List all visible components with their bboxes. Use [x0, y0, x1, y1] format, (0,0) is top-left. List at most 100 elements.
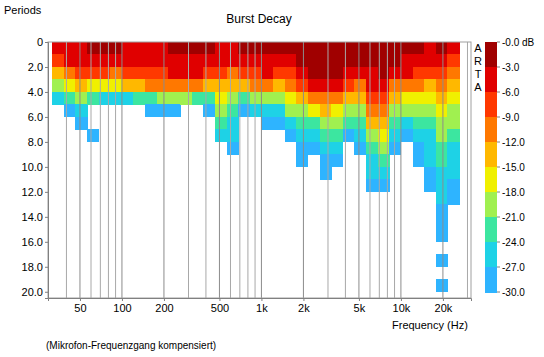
x-tick-label: 10k	[393, 302, 411, 314]
cell	[285, 92, 297, 105]
y-tick: 2.0	[28, 61, 48, 73]
grid-line-minor	[108, 42, 109, 298]
x-axis: 501002005001k2k5k10k20k	[49, 298, 472, 314]
colorbar-tick	[497, 117, 500, 118]
cell	[250, 67, 262, 80]
cell	[285, 117, 297, 130]
cell	[436, 142, 448, 155]
cell	[413, 42, 425, 55]
cell	[215, 42, 227, 55]
cell	[273, 79, 285, 92]
y-tick-mark	[45, 92, 48, 93]
cell	[354, 54, 366, 67]
y-tick-label: 12.0	[22, 186, 43, 198]
grid-line	[442, 42, 443, 298]
cell	[110, 54, 122, 67]
y-tick: 4.0	[28, 86, 48, 98]
colorbar-tick-label: -6.0	[502, 87, 520, 98]
x-tick-mark	[122, 298, 123, 301]
x-tick-label: 200	[155, 302, 173, 314]
cell	[308, 129, 320, 142]
cell	[87, 54, 99, 67]
grid	[66, 42, 467, 298]
cell	[366, 117, 378, 130]
cell	[227, 42, 239, 55]
colorbar-tick	[497, 67, 500, 68]
cell	[331, 92, 343, 105]
cell	[436, 217, 448, 230]
cell	[447, 104, 459, 117]
y-tick: 6.0	[28, 111, 48, 123]
cell	[320, 104, 332, 117]
cell	[215, 117, 227, 130]
cell	[366, 129, 378, 142]
cell	[145, 42, 157, 55]
cell	[401, 117, 413, 130]
cell	[64, 92, 76, 105]
cell	[331, 117, 343, 130]
cell	[273, 67, 285, 80]
cell	[320, 167, 332, 180]
grid-line-minor	[66, 42, 67, 298]
colorbar-tick-label: -18.0	[502, 187, 525, 198]
cell	[133, 67, 145, 80]
cell	[87, 67, 99, 80]
x-tick: 1k	[256, 298, 268, 314]
x-tick-label: 50	[74, 302, 86, 314]
cell	[343, 79, 355, 92]
cell	[180, 79, 192, 92]
cell	[320, 92, 332, 105]
cell	[75, 54, 87, 67]
cell	[122, 79, 134, 92]
cell	[157, 104, 169, 117]
cell	[203, 79, 215, 92]
cell	[308, 92, 320, 105]
cell	[87, 79, 99, 92]
cell	[354, 67, 366, 80]
cell	[389, 79, 401, 92]
cell	[227, 117, 239, 130]
cell	[203, 54, 215, 67]
cell	[436, 92, 448, 105]
cell	[436, 79, 448, 92]
colorbar-band	[485, 217, 497, 243]
cell	[447, 117, 459, 130]
cell	[168, 42, 180, 55]
colorbar-tick	[497, 192, 500, 193]
grid-line	[219, 42, 220, 298]
cell	[354, 117, 366, 130]
cell	[273, 92, 285, 105]
cell	[261, 79, 273, 92]
cell	[436, 67, 448, 80]
y-tick-mark	[45, 242, 48, 243]
cell	[227, 142, 239, 155]
cell	[133, 42, 145, 55]
cell	[308, 79, 320, 92]
cell	[401, 104, 413, 117]
cell	[343, 92, 355, 105]
cell	[320, 42, 332, 55]
cell	[110, 79, 122, 92]
cell	[122, 54, 134, 67]
cell	[227, 129, 239, 142]
cell	[447, 179, 459, 192]
cell	[331, 42, 343, 55]
y-tick: 0	[37, 36, 48, 48]
cell	[308, 42, 320, 55]
cell	[447, 167, 459, 180]
cell	[157, 54, 169, 67]
cell	[285, 79, 297, 92]
colorbar-tick-label: -9.0	[502, 112, 520, 123]
cell	[447, 129, 459, 142]
cell	[64, 42, 76, 55]
cell	[401, 67, 413, 80]
cell	[296, 54, 308, 67]
cell	[250, 54, 262, 67]
cell	[296, 104, 308, 117]
cell	[331, 104, 343, 117]
cell	[401, 42, 413, 55]
cell	[401, 92, 413, 105]
cell	[215, 79, 227, 92]
cell	[343, 129, 355, 142]
cell	[320, 79, 332, 92]
